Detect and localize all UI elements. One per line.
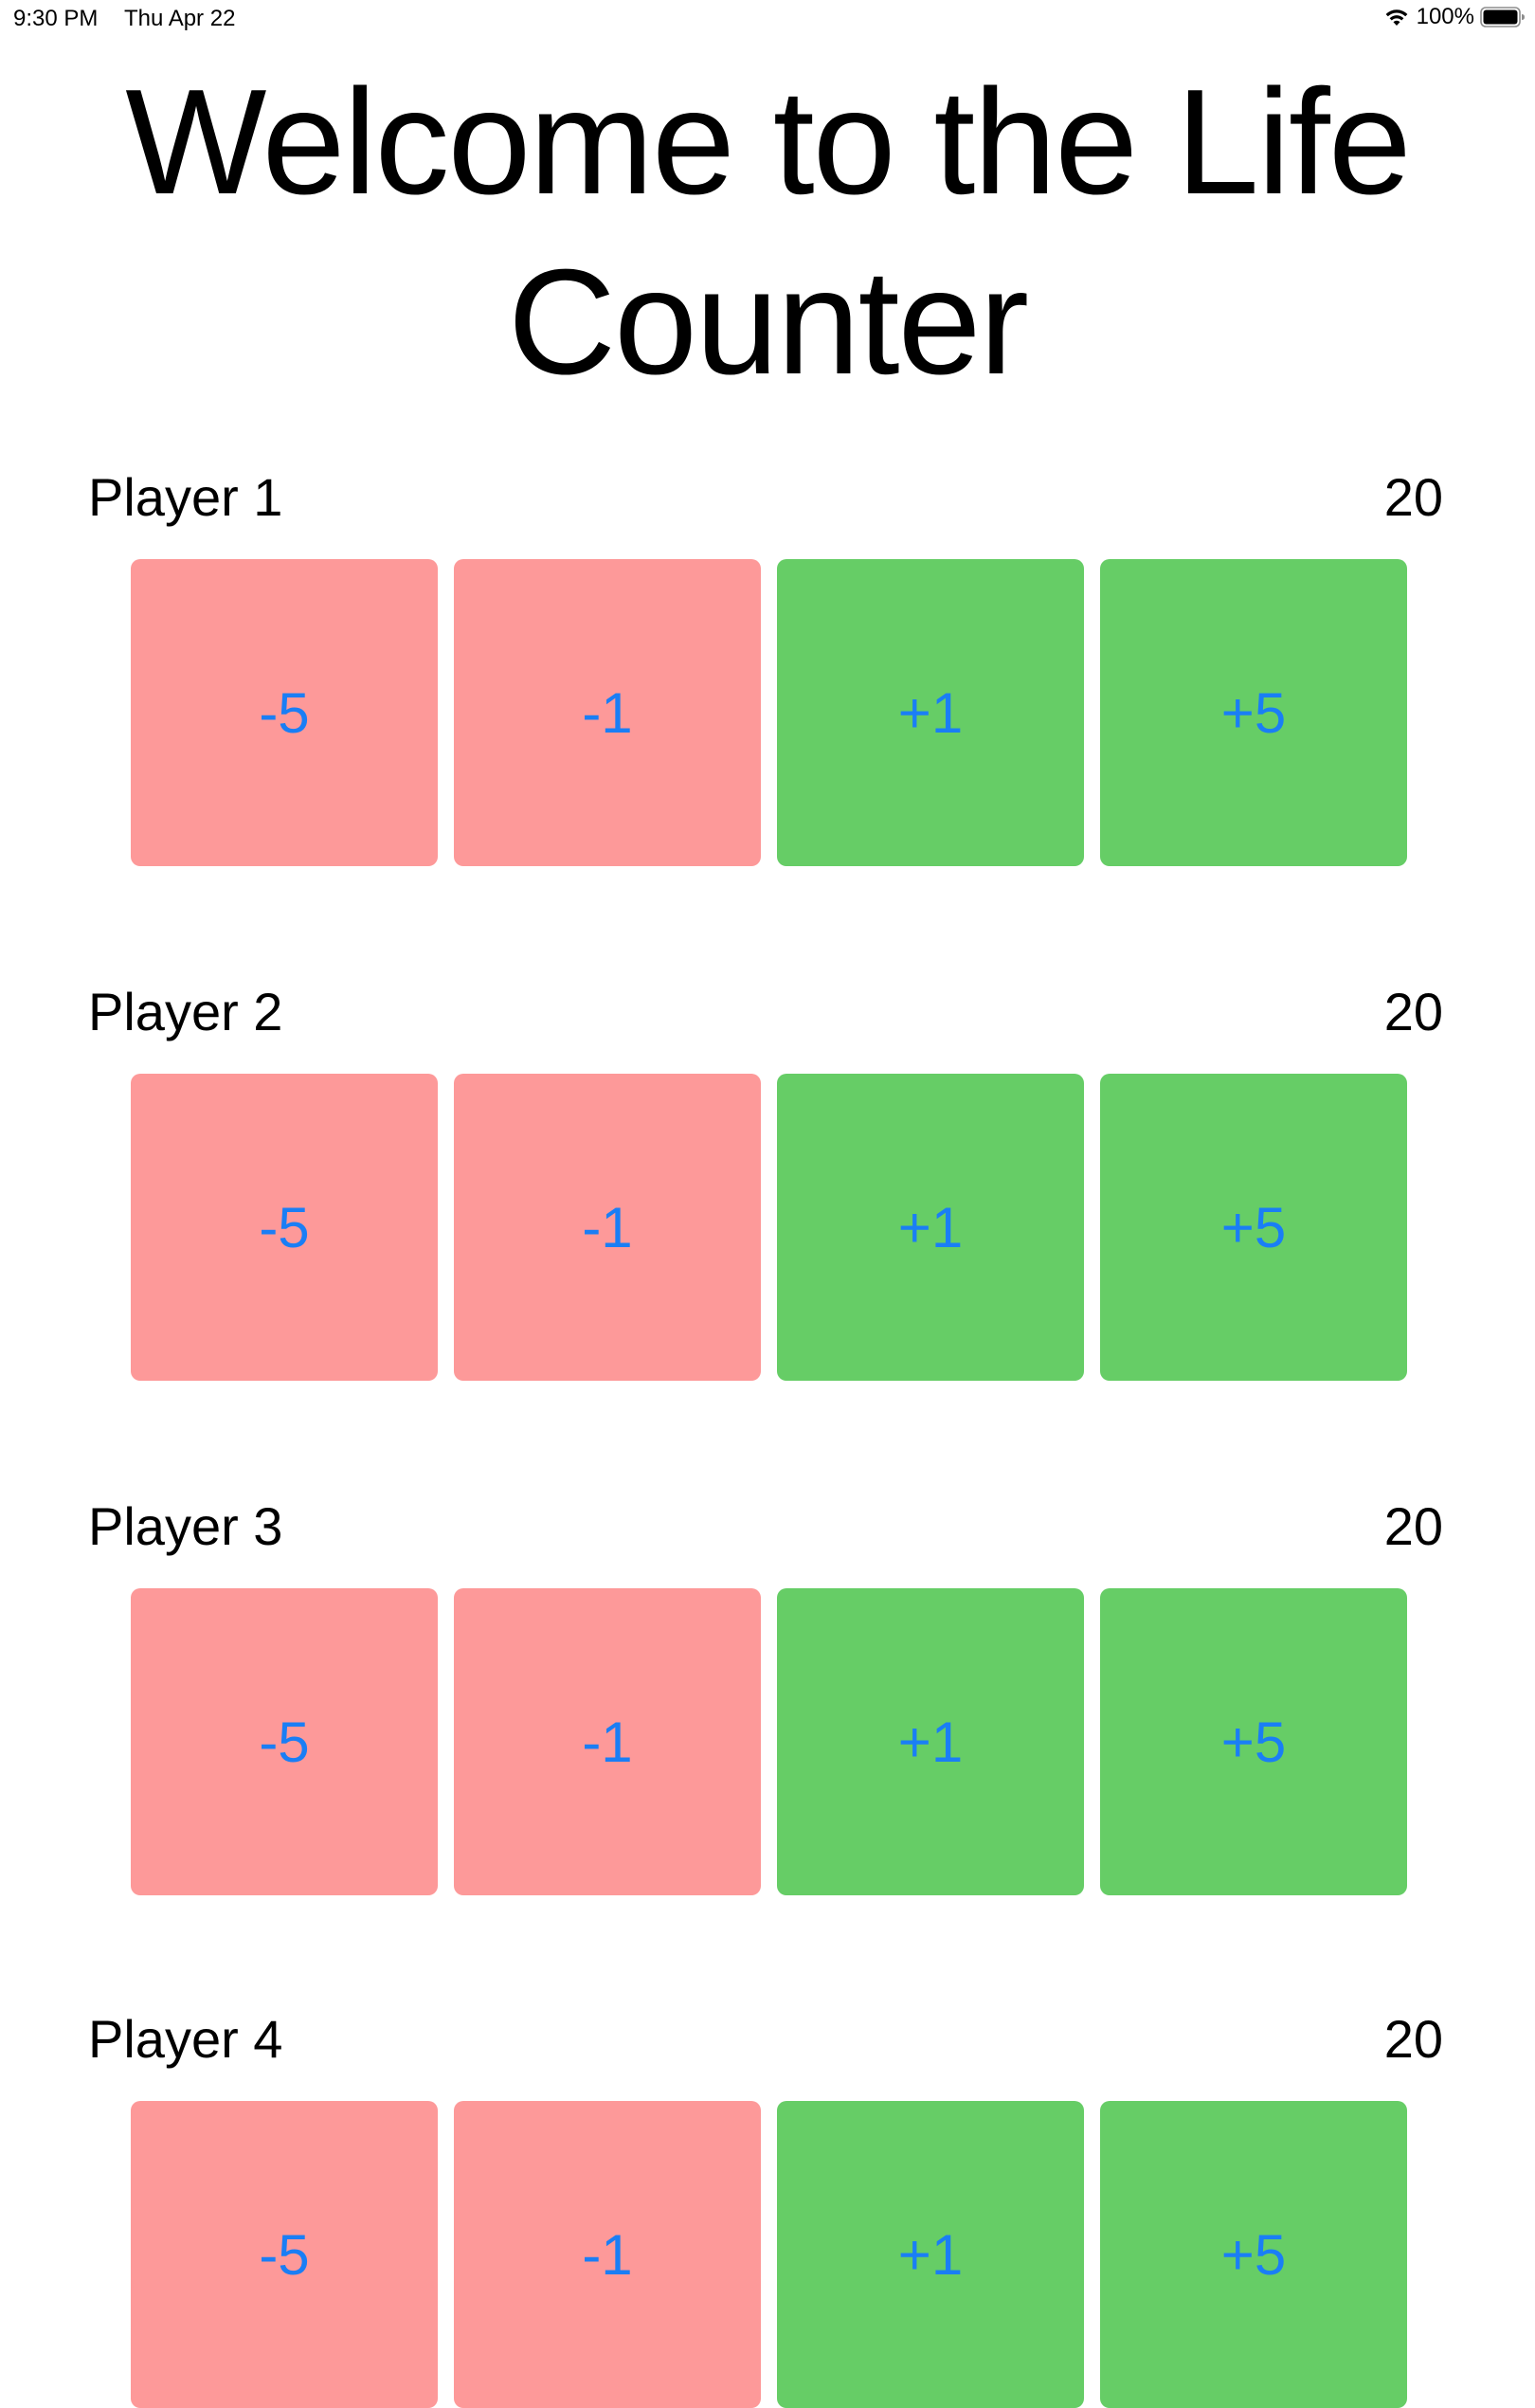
player-name: Player 3: [88, 1496, 283, 1556]
plus-5-button[interactable]: +5: [1100, 1588, 1407, 1895]
status-bar: 9:30 PM Thu Apr 22 100%: [0, 0, 1535, 38]
minus-1-button[interactable]: -1: [454, 1074, 761, 1381]
minus-5-button[interactable]: -5: [131, 559, 438, 866]
plus-1-button[interactable]: +1: [777, 1074, 1084, 1381]
player-name: Player 2: [88, 982, 283, 1041]
player-life-total: 20: [1383, 982, 1443, 1041]
player-life-total: 20: [1383, 2009, 1443, 2069]
battery-percent: 100%: [1416, 4, 1474, 29]
status-date: Thu Apr 22: [124, 6, 236, 31]
player-life-total: 20: [1383, 1496, 1443, 1556]
wifi-icon: [1385, 9, 1408, 26]
player-name: Player 1: [88, 467, 283, 527]
minus-5-button[interactable]: -5: [131, 1588, 438, 1895]
minus-1-button[interactable]: -1: [454, 559, 761, 866]
life-buttons: -5 -1 +1 +5: [131, 1074, 1407, 1381]
status-indicators: 100%: [1382, 4, 1526, 30]
plus-1-button[interactable]: +1: [777, 2101, 1084, 2408]
plus-5-button[interactable]: +5: [1100, 1074, 1407, 1381]
life-buttons: -5 -1 +1 +5: [131, 1588, 1407, 1895]
minus-5-button[interactable]: -5: [131, 2101, 438, 2408]
plus-5-button[interactable]: +5: [1100, 2101, 1407, 2408]
status-time: 9:30 PM: [13, 6, 99, 31]
plus-1-button[interactable]: +1: [777, 1588, 1084, 1895]
player-name: Player 4: [88, 2009, 283, 2069]
life-buttons: -5 -1 +1 +5: [131, 2101, 1407, 2408]
plus-1-button[interactable]: +1: [777, 559, 1084, 866]
battery-icon: [1480, 7, 1525, 27]
minus-1-button[interactable]: -1: [454, 2101, 761, 2408]
player-life-total: 20: [1383, 467, 1443, 527]
page-title: Welcome to the Life Counter: [125, 59, 1411, 406]
life-buttons: -5 -1 +1 +5: [131, 559, 1407, 866]
plus-5-button[interactable]: +5: [1100, 559, 1407, 866]
minus-1-button[interactable]: -1: [454, 1588, 761, 1895]
minus-5-button[interactable]: -5: [131, 1074, 438, 1381]
